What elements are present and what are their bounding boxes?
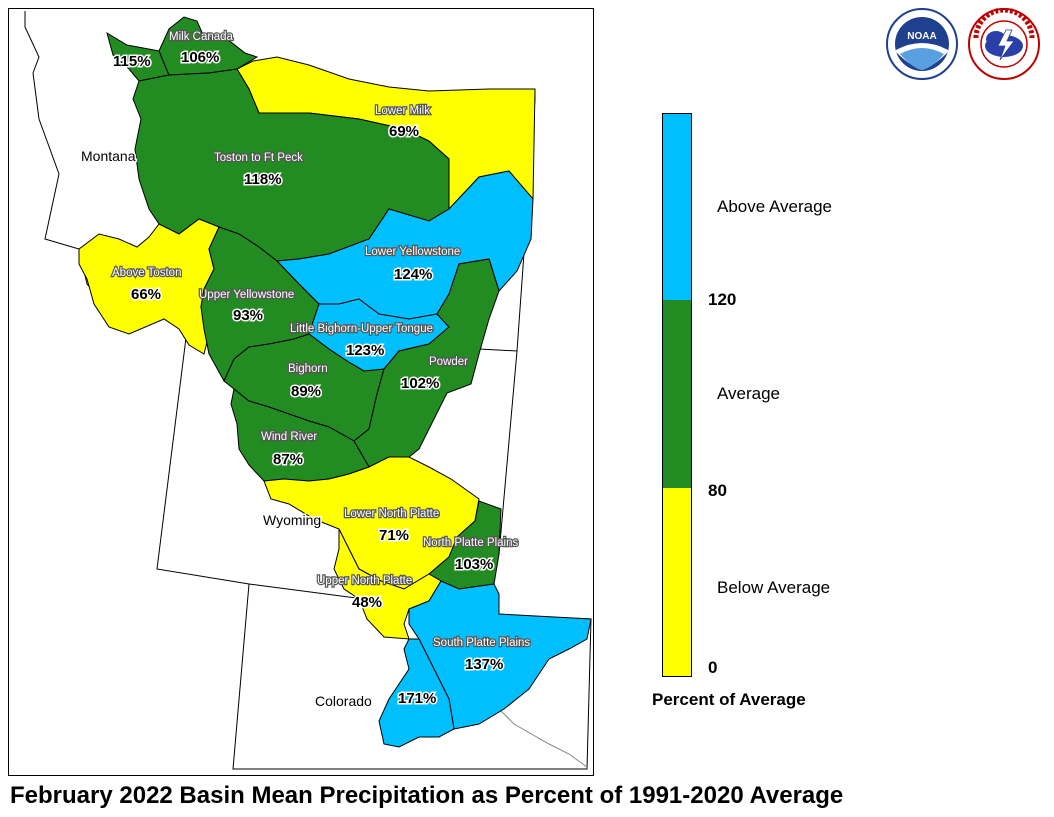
basin-name-label: Lower North Platte — [344, 508, 439, 520]
basin-name-label: Bighorn — [288, 363, 328, 375]
basin-percent: 103% — [455, 556, 493, 573]
legend-color-bar — [662, 113, 692, 677]
map-panel: Montana Wyoming Colorado 115% Milk Canad… — [8, 8, 594, 776]
basin-percent: 102% — [401, 375, 439, 392]
basin-name-label: North Platte Plains — [423, 537, 518, 549]
legend-label-average: Average — [717, 384, 781, 403]
legend-swatch-below — [663, 488, 691, 676]
basin-percent: 115% — [113, 53, 151, 70]
basin-map: Montana Wyoming Colorado 115% Milk Canad… — [24, 11, 592, 770]
legend-swatch-above — [663, 114, 691, 300]
legend-label-above: Above Average — [717, 197, 832, 216]
nws-logo — [968, 7, 1040, 80]
basin-percent: 71% — [379, 527, 409, 544]
basin-south-platte-mountains[interactable] — [378, 638, 455, 748]
county-line-se — [498, 708, 588, 768]
basin-name-label: Milk Canada — [169, 31, 234, 43]
nws-emblem-icon — [968, 7, 1040, 80]
basin-percent: 66% — [131, 286, 161, 303]
basin-percent: 69% — [389, 123, 419, 140]
legend-swatch-average — [663, 300, 691, 488]
legend-caption: Percent of Average — [652, 690, 806, 709]
basin-name-label: Upper Yellowstone — [199, 289, 294, 301]
noaa-logo: NOAA — [886, 8, 958, 80]
state-label-wyoming: Wyoming — [263, 512, 321, 528]
noaa-emblem-icon: NOAA — [886, 8, 958, 80]
basin-percent: 137% — [465, 656, 503, 673]
basin-percent: 93% — [233, 307, 263, 324]
noaa-logo-text: NOAA — [907, 31, 936, 42]
basin-percent: 87% — [273, 451, 303, 468]
basin-upper-north-platte[interactable] — [333, 528, 442, 640]
legend-tick: 0 — [708, 658, 718, 677]
legend-tick: 80 — [708, 481, 727, 500]
basin-percent: 48% — [352, 594, 382, 611]
basin-percent: 171% — [398, 690, 436, 707]
basin-name-label: Lower Yellowstone — [365, 246, 460, 258]
basin-percent: 124% — [394, 266, 432, 283]
basin-name-label: South Platte Plains — [433, 637, 530, 649]
legend-label-below: Below Average — [717, 578, 831, 597]
basin-percent: 89% — [291, 383, 321, 400]
basin-name-label: Toston to Ft Peck — [214, 152, 303, 164]
basin-polygons — [78, 16, 592, 748]
basin-name-label: Above Toston — [112, 267, 181, 279]
map-title: February 2022 Basin Mean Precipitation a… — [10, 782, 844, 809]
basin-percent: 123% — [346, 342, 384, 359]
basin-name-label: Lower Milk — [375, 105, 430, 117]
state-label-montana: Montana — [81, 148, 136, 164]
basin-percent: 118% — [244, 171, 282, 188]
state-labels: Montana Wyoming Colorado — [80, 147, 374, 711]
basin-name-label: Wind River — [261, 431, 317, 443]
basin-labels: 115% Milk Canada 106% Lower Milk 69% Tos… — [111, 30, 532, 709]
legend-tick: 120 — [708, 290, 737, 309]
basin-name-label: Upper North Platte — [317, 575, 412, 587]
basin-percent: 106% — [181, 49, 219, 66]
basin-name-label: Little Bighorn-Upper Tongue — [290, 323, 433, 335]
state-label-colorado: Colorado — [315, 693, 372, 709]
basin-name-label: Powder — [429, 356, 468, 368]
